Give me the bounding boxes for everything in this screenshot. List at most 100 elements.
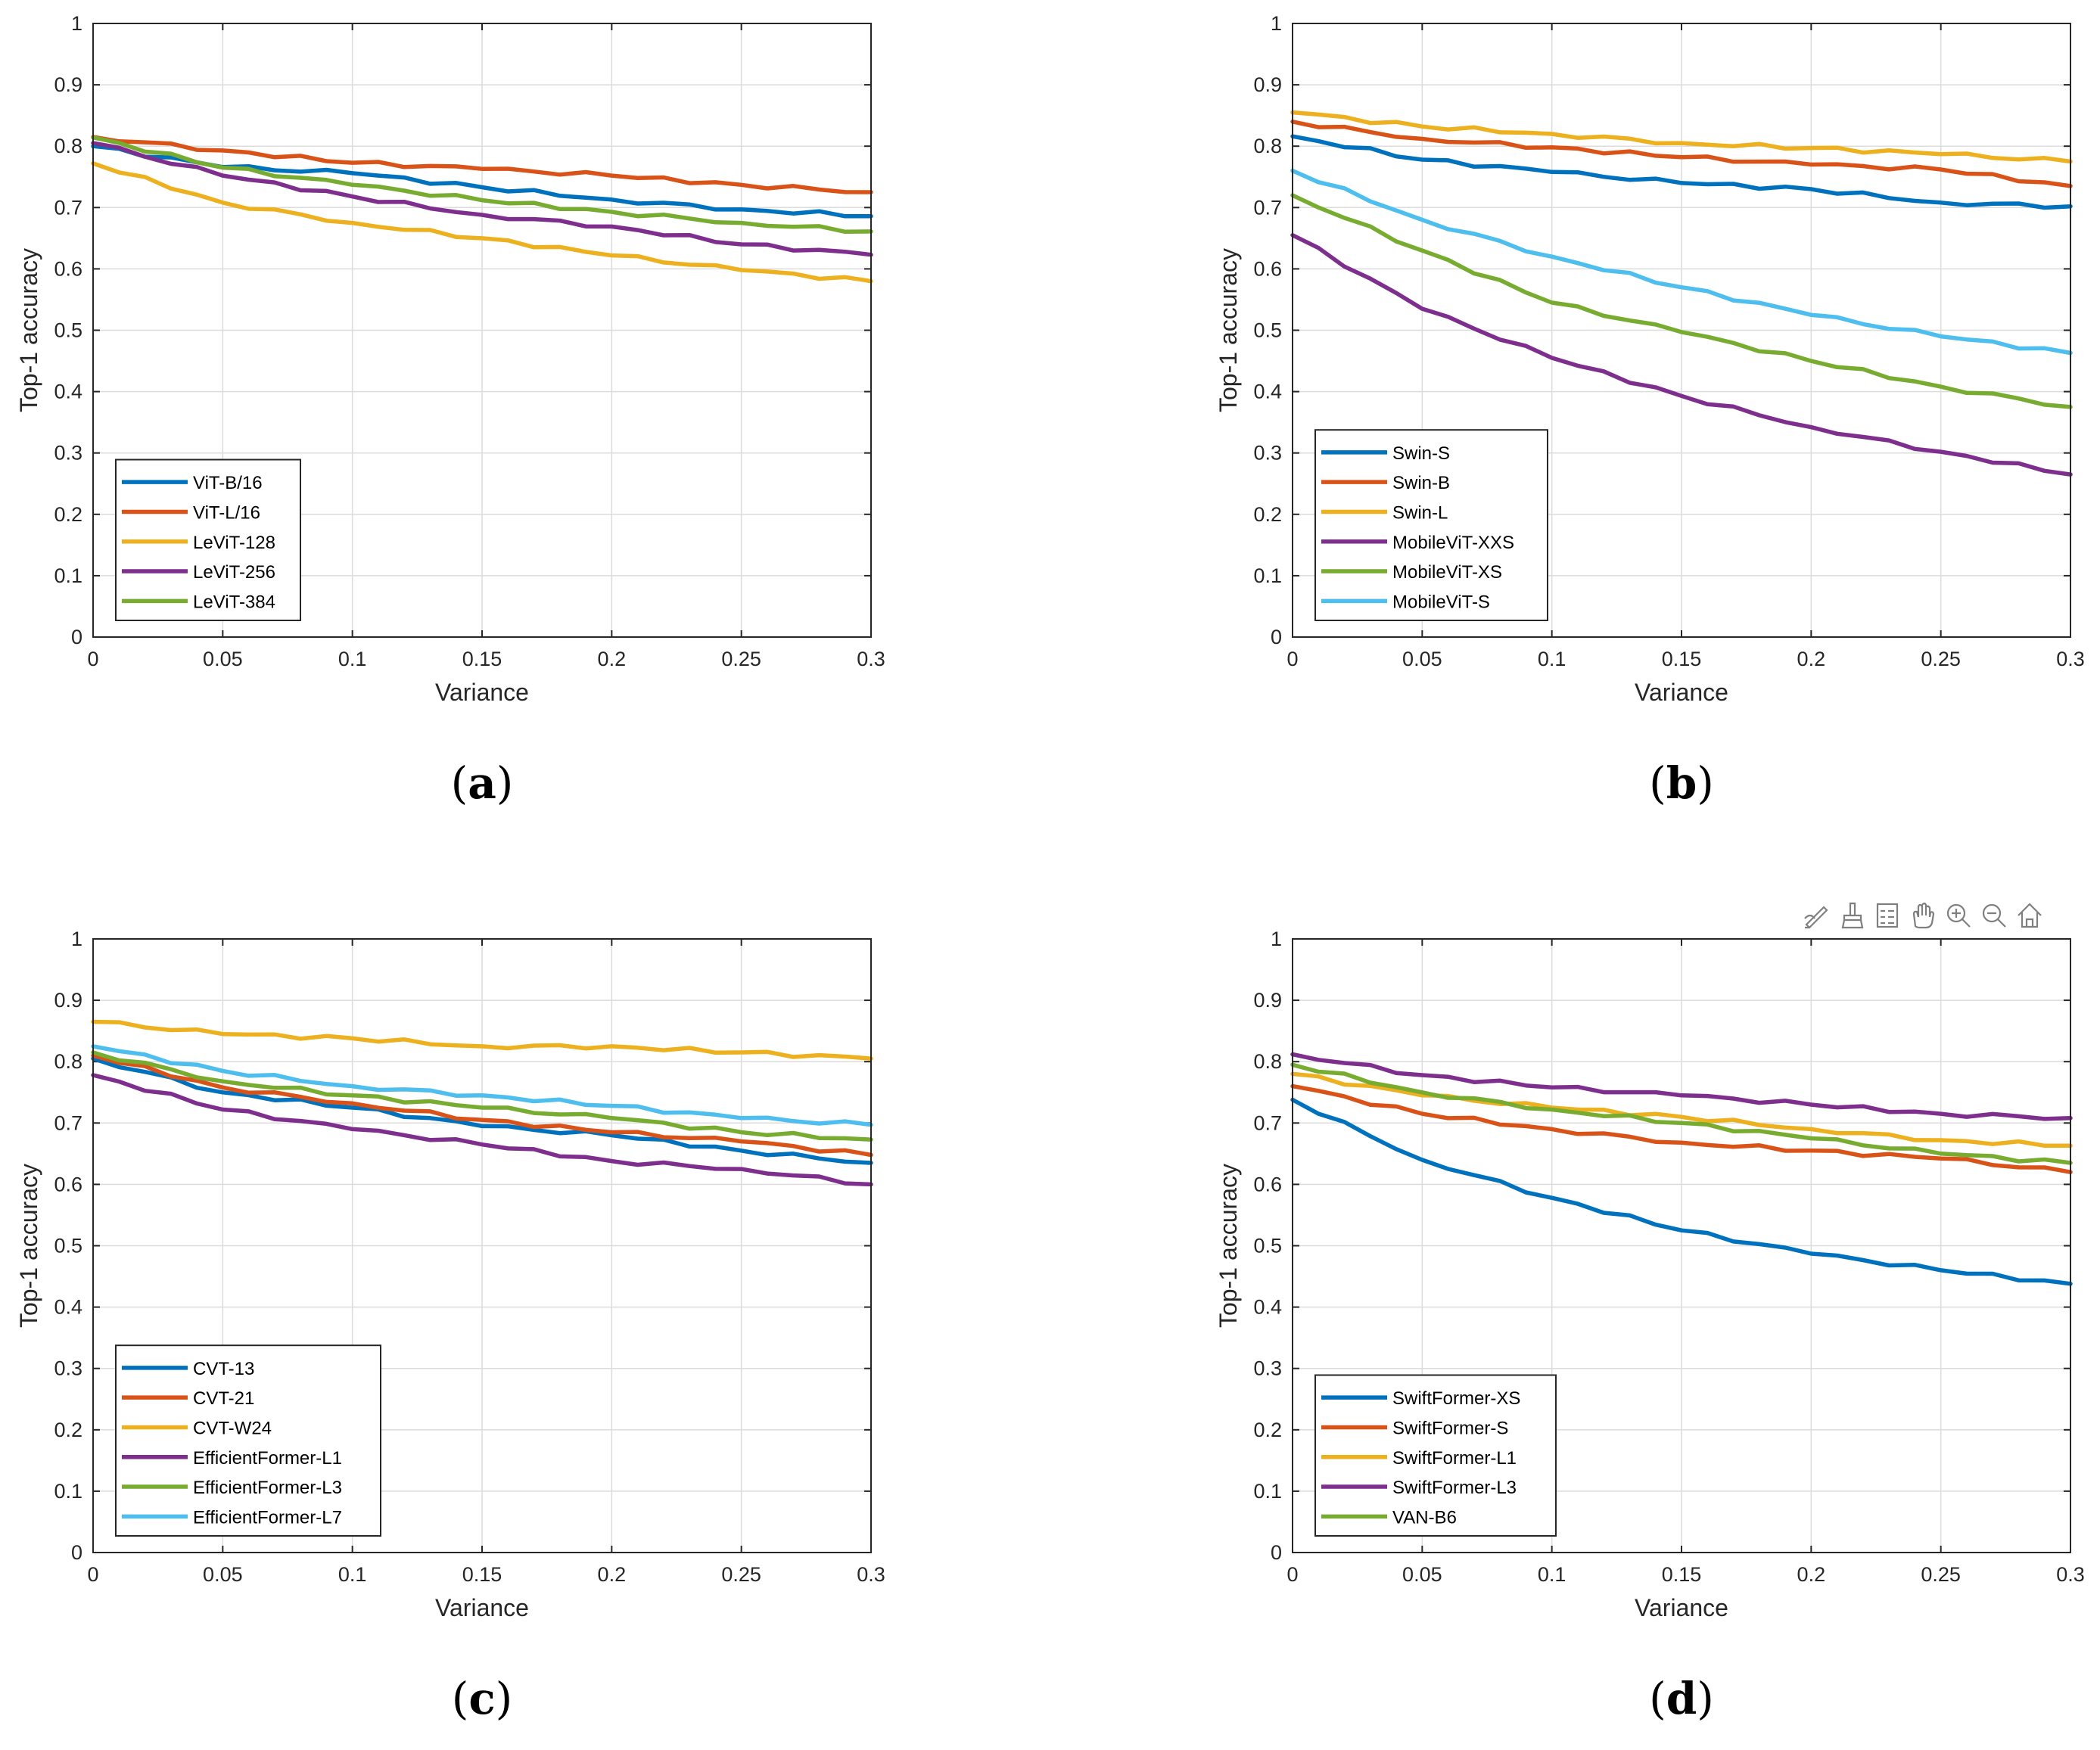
x-tick-label: 0.15 — [462, 1563, 502, 1586]
x-tick-label: 0.3 — [857, 1563, 885, 1586]
series-line-ViT-L/16 — [91, 135, 873, 194]
x-tick-label: 0.1 — [1538, 1563, 1566, 1586]
y-tick-label: 0.5 — [1253, 319, 1282, 342]
y-tick-label: 0.6 — [1253, 1173, 1282, 1195]
legend-entry-label: CVT-W24 — [193, 1418, 272, 1438]
y-tick-label: 0.4 — [54, 1296, 82, 1319]
legend: Swin-S Swin-B Swin-L MobileViT-XXS MobileViT… — [1314, 429, 1548, 622]
x-tick-label: 0.25 — [721, 648, 761, 670]
panel-label: (c) — [452, 1673, 513, 1724]
x-tick-label: 0.25 — [721, 1563, 761, 1586]
y-tick-label: 0.2 — [1253, 503, 1282, 526]
y-axis-label: Top-1 accuracy — [1215, 1164, 1242, 1328]
legend-entry-label: CVT-21 — [193, 1388, 254, 1409]
chart-panel-c: 0 0.05 0.1 0.15 0.2 0.25 0.3 0 0.1 0.2 0.3 0.4 0.5 0.… — [15, 928, 885, 1724]
y-tick-label: 0.6 — [54, 1173, 82, 1195]
y-tick-label: 0.8 — [1253, 1050, 1282, 1073]
series-line-Swin-B — [1290, 120, 2073, 188]
y-axis-label: Top-1 accuracy — [15, 248, 42, 412]
legend-entry-label: CVT-13 — [193, 1359, 254, 1379]
y-tick-label: 0.4 — [1253, 381, 1282, 403]
y-tick-label: 0.8 — [54, 135, 82, 157]
y-tick-label: 0.7 — [1253, 196, 1282, 219]
legend-entry-label: LeViT-128 — [193, 533, 275, 553]
x-tick-label: 0.05 — [203, 1563, 243, 1586]
series-line-MobileViT-XXS — [1290, 233, 2073, 477]
y-tick-label: 0.9 — [1253, 73, 1282, 96]
series-line-CVT-13 — [91, 1056, 873, 1165]
y-tick-label: 0.3 — [1253, 442, 1282, 465]
y-tick-label: 0.1 — [1253, 564, 1282, 587]
y-tick-label: 0.2 — [1253, 1419, 1282, 1441]
series-line-EfficientFormer-L3 — [91, 1050, 873, 1142]
zoom-out-icon[interactable] — [1979, 900, 2009, 931]
legend-entry-label: ViT-B/16 — [193, 473, 263, 493]
series-line-LeViT-128 — [91, 161, 873, 284]
series-line-SwiftFormer-L1 — [1290, 1071, 2073, 1149]
y-tick-label: 0.3 — [54, 442, 82, 465]
legend-entry-label: LeViT-256 — [193, 562, 275, 583]
x-tick-label: 0 — [87, 648, 98, 670]
y-tick-label: 1 — [1271, 928, 1282, 950]
series-line-EfficientFormer-L7 — [91, 1044, 873, 1127]
series-line-MobileViT-XS — [1290, 193, 2073, 409]
axes-toolbar[interactable] — [1801, 900, 2045, 931]
legend-entry-label: EfficientFormer-L3 — [193, 1478, 342, 1498]
y-tick-label: 0 — [71, 1541, 82, 1564]
y-tick-label: 0.1 — [54, 564, 82, 587]
x-tick-label: 0.05 — [1402, 1563, 1442, 1586]
x-tick-label: 0.2 — [598, 648, 627, 670]
y-axis-label: Top-1 accuracy — [15, 1164, 42, 1328]
legend-entry-label: Swin-L — [1392, 502, 1448, 523]
x-tick-label: 0.15 — [462, 648, 502, 670]
pan-hand-icon[interactable] — [1908, 900, 1938, 931]
axes-box — [92, 23, 872, 638]
y-tick-label: 0.7 — [54, 1111, 82, 1134]
x-tick-label: 0.25 — [1921, 648, 1961, 670]
series-line-VAN-B6 — [1290, 1062, 2073, 1165]
x-tick-label: 0.05 — [1402, 648, 1442, 670]
y-tick-label: 0.2 — [54, 1419, 82, 1441]
series-line-SwiftFormer-XS — [1290, 1097, 2073, 1286]
y-tick-label: 0.5 — [1253, 1235, 1282, 1257]
legend-entry-label: Swin-S — [1392, 443, 1450, 464]
x-tick-label: 0.25 — [1921, 1563, 1961, 1586]
y-tick-label: 0 — [1271, 1541, 1282, 1564]
x-tick-label: 0.2 — [1797, 1563, 1826, 1586]
legend-box — [115, 1344, 381, 1537]
x-tick-label: 0.2 — [598, 1563, 627, 1586]
legend-entry-label: Swin-B — [1392, 473, 1450, 493]
brush-icon[interactable] — [1837, 900, 1867, 931]
x-tick-label: 0.15 — [1662, 648, 1702, 670]
legend-entry-label: SwiftFormer-XS — [1392, 1388, 1520, 1409]
series-line-LeViT-256 — [91, 141, 873, 257]
legend: ViT-B/16 ViT-L/16 LeViT-128 LeViT-256 LeViT-… — [115, 458, 301, 621]
y-tick-label: 0.2 — [54, 503, 82, 526]
y-tick-label: 1 — [71, 928, 82, 950]
y-tick-label: 0 — [1271, 626, 1282, 648]
series-line-LeViT-384 — [91, 135, 873, 235]
y-tick-label: 0.4 — [1253, 1296, 1282, 1319]
legend-icon[interactable] — [1872, 900, 1902, 931]
legend-entry-label: SwiftFormer-L1 — [1392, 1448, 1517, 1469]
chart-panel-d: 0 0.05 0.1 0.15 0.2 0.25 0.3 0 0.1 0.2 0.3 0.4 0.5 0.… — [1215, 928, 2085, 1724]
y-tick-label: 0.6 — [54, 257, 82, 280]
y-tick-label: 0 — [71, 626, 82, 648]
y-tick-label: 0.9 — [1253, 989, 1282, 1012]
y-tick-label: 1 — [71, 12, 82, 35]
y-tick-label: 0.8 — [1253, 135, 1282, 157]
series-line-EfficientFormer-L1 — [91, 1073, 873, 1187]
x-tick-label: 0.3 — [2056, 648, 2085, 670]
x-tick-label: 0.3 — [2056, 1563, 2085, 1586]
edit-data-tip-icon[interactable] — [1801, 900, 1831, 931]
x-tick-label: 0 — [1286, 648, 1298, 670]
y-tick-label: 0.9 — [54, 73, 82, 96]
y-tick-label: 0.9 — [54, 989, 82, 1012]
home-icon[interactable] — [2014, 900, 2045, 931]
zoom-in-icon[interactable] — [1943, 900, 1974, 931]
y-tick-label: 0.7 — [54, 196, 82, 219]
x-tick-label: 0.1 — [338, 648, 367, 670]
axes-box — [1292, 938, 2071, 1553]
chart-panel-a: 0 0.05 0.1 0.15 0.2 0.25 0.3 0 0.1 0.2 0.3 0.4 0.5 0.… — [15, 12, 885, 809]
